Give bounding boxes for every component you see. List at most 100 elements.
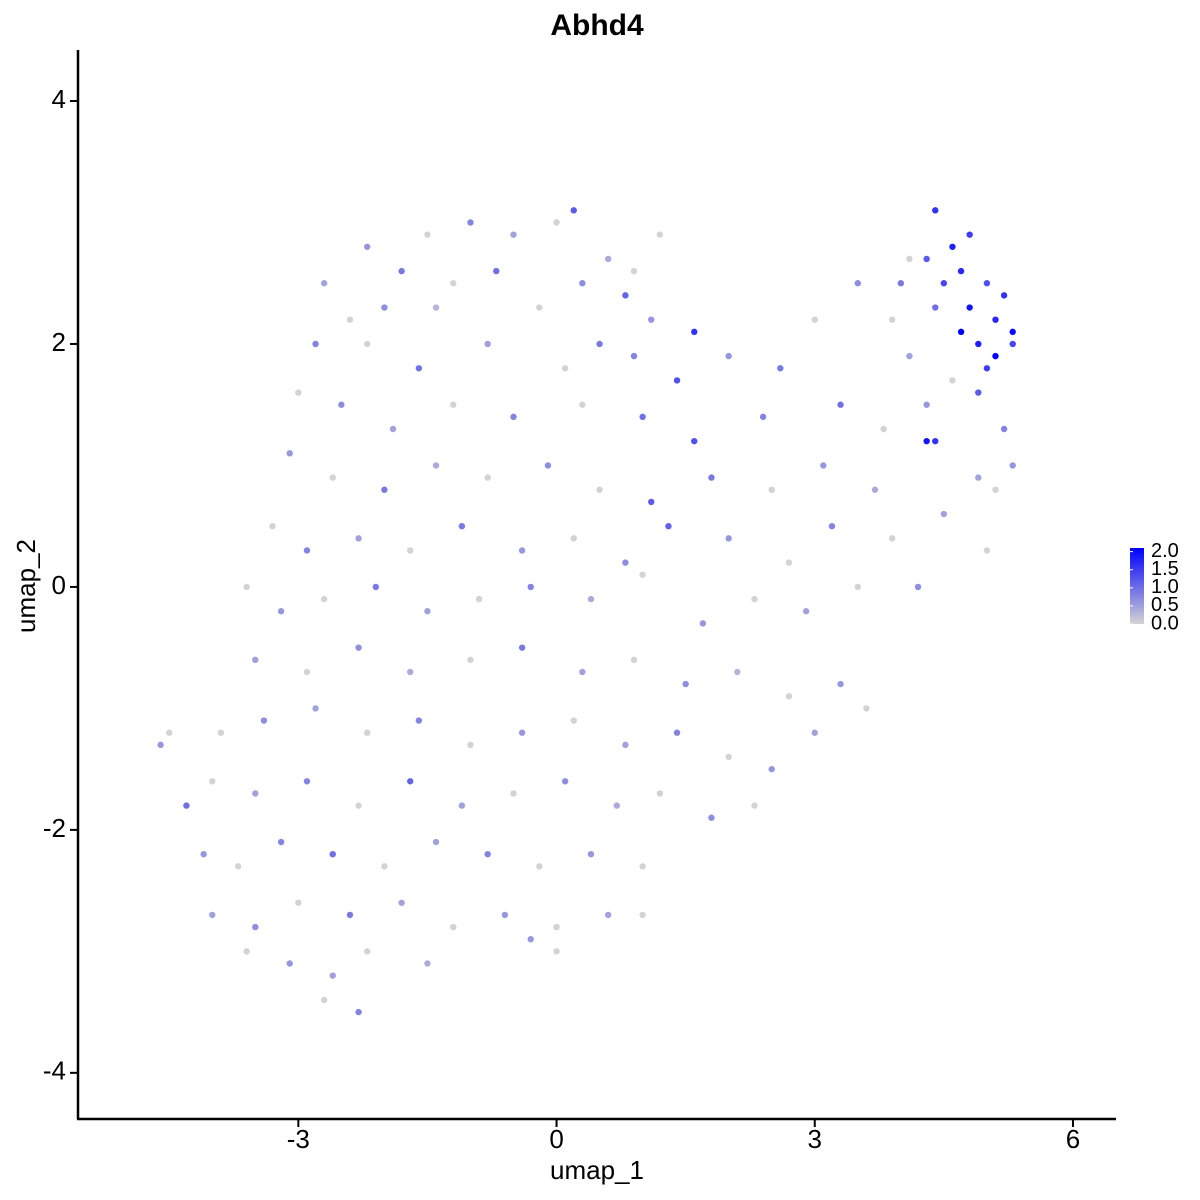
point [320, 996, 328, 1004]
point [303, 547, 311, 554]
point [579, 280, 586, 287]
point [630, 267, 638, 275]
point [252, 790, 259, 797]
point [596, 340, 603, 348]
point [983, 280, 991, 287]
point [407, 547, 414, 554]
point [811, 316, 818, 323]
point [200, 850, 207, 858]
point [389, 425, 397, 433]
point [579, 668, 586, 676]
point [355, 1008, 362, 1016]
point [1000, 292, 1008, 299]
point [320, 280, 328, 287]
point [346, 316, 354, 323]
point [725, 352, 732, 360]
point [183, 802, 190, 809]
point [407, 778, 414, 785]
point [536, 863, 543, 870]
point [295, 389, 302, 396]
point [363, 243, 371, 250]
point [252, 656, 259, 664]
x-axis-label: umap_1 [550, 1155, 644, 1185]
point [570, 535, 577, 542]
point [484, 340, 491, 348]
point [587, 850, 595, 858]
point [518, 729, 526, 736]
point [432, 304, 440, 311]
colorbar-label: 0.0 [1151, 612, 1179, 634]
point [759, 413, 767, 421]
point [269, 522, 276, 530]
point [450, 280, 457, 287]
point [234, 863, 242, 870]
colorbar-label: 0.5 [1151, 594, 1179, 616]
point [604, 255, 612, 263]
point [906, 255, 913, 263]
point [863, 705, 870, 712]
point [432, 838, 440, 846]
point [450, 923, 457, 931]
point [992, 352, 999, 360]
point [381, 863, 388, 870]
point [277, 838, 285, 846]
y-tick-label: 2 [52, 327, 66, 357]
point [768, 765, 775, 773]
chart-title: Abhd4 [550, 9, 644, 42]
point [579, 401, 586, 408]
point [398, 899, 405, 906]
point [622, 559, 629, 566]
point [975, 389, 982, 396]
point [243, 583, 250, 591]
colorbar-label: 1.0 [1151, 576, 1179, 598]
point [785, 559, 793, 566]
point [785, 693, 793, 700]
point [871, 486, 879, 493]
point [407, 668, 414, 676]
point [363, 729, 371, 736]
point [837, 680, 844, 688]
point [656, 790, 664, 797]
point [561, 365, 569, 372]
point [527, 936, 534, 943]
point [966, 231, 973, 238]
point [355, 802, 362, 809]
point [527, 583, 534, 591]
point [363, 340, 371, 348]
point [940, 280, 948, 287]
point [570, 207, 577, 214]
point [975, 474, 982, 481]
point [949, 243, 956, 250]
point [828, 522, 836, 530]
point [897, 280, 905, 287]
point [355, 644, 362, 651]
point [1009, 328, 1016, 336]
point [467, 219, 474, 226]
point [889, 535, 896, 542]
point [398, 267, 405, 275]
point [286, 960, 293, 967]
point [475, 595, 483, 603]
point [992, 316, 999, 323]
point [329, 474, 336, 481]
point [458, 802, 466, 809]
y-tick-label: -2 [43, 813, 66, 843]
point [923, 401, 930, 408]
point [570, 717, 577, 724]
point [303, 778, 311, 785]
point [260, 717, 268, 724]
point [484, 850, 491, 858]
point [424, 231, 431, 238]
point [286, 450, 293, 457]
point [708, 814, 715, 821]
points [157, 207, 1016, 1016]
point [639, 911, 646, 919]
y-tick-label: 0 [52, 570, 66, 600]
point [484, 474, 491, 481]
point [648, 316, 655, 323]
point [518, 547, 526, 554]
point [553, 219, 560, 226]
point [613, 802, 620, 809]
point [312, 340, 319, 348]
point [983, 547, 991, 554]
